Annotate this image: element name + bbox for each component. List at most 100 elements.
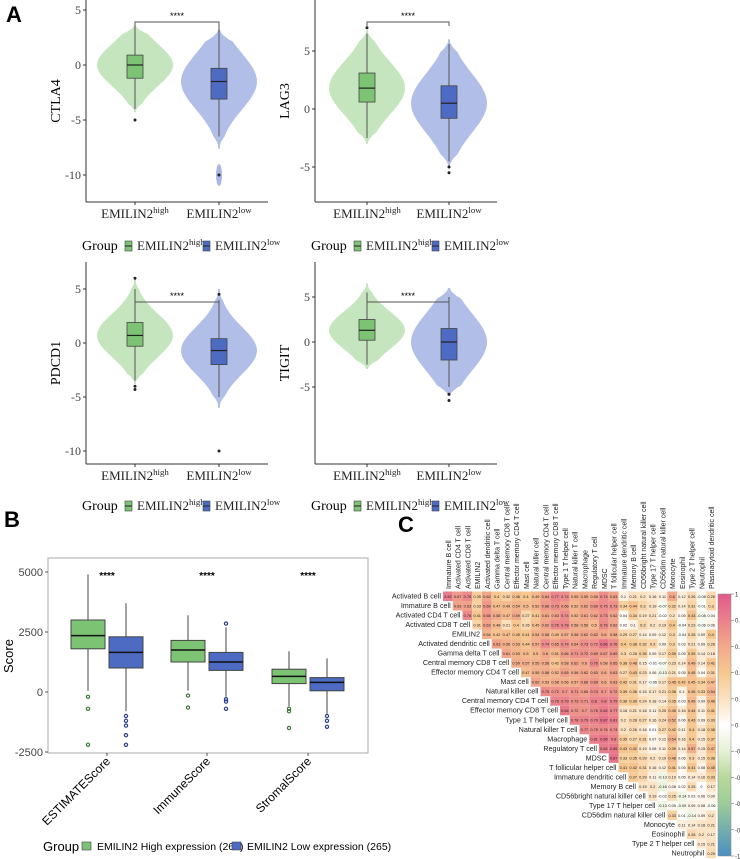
heatmap-cell xyxy=(686,686,697,697)
cell-value: -0.13 xyxy=(658,803,667,808)
cell-value: 0.74 xyxy=(590,689,598,694)
significance-label: **** xyxy=(99,571,115,582)
cell-value: 0.6 xyxy=(543,651,548,656)
heatmap-cell xyxy=(647,753,658,763)
cell-value: 0.6 xyxy=(669,594,674,599)
outlier-point xyxy=(365,26,369,30)
heatmap-cell xyxy=(608,591,619,602)
heatmap-cell xyxy=(560,601,570,611)
heatmap-cell xyxy=(521,610,531,621)
heatmap-cell xyxy=(530,639,541,649)
cell-value: 0.11 xyxy=(678,727,685,732)
heatmap-cell xyxy=(677,591,687,602)
cell-value: -0.06 xyxy=(707,803,716,808)
heatmap-cell xyxy=(569,667,580,678)
column-label: EMILIN2 xyxy=(475,562,482,589)
heatmap-cell xyxy=(667,705,677,716)
heatmap-cell xyxy=(686,734,697,744)
column-label: Activated CD8 T cell xyxy=(465,525,472,589)
outlier-point xyxy=(123,742,129,748)
cell-value: 0.07 xyxy=(649,737,657,742)
cell-value: 0.82 xyxy=(600,708,608,713)
cell-value: 0.04 xyxy=(707,613,715,618)
cell-value: 0.09 xyxy=(688,803,696,808)
heatmap-cell xyxy=(667,648,677,659)
row-label: Central memory CD4 T cell xyxy=(462,696,549,705)
cell-value: 0.53 xyxy=(542,679,550,684)
cell-value: 0.74 xyxy=(610,727,618,732)
heatmap-cell xyxy=(618,620,629,630)
heatmap-cell xyxy=(579,620,590,630)
heatmap-cell xyxy=(569,677,580,687)
box xyxy=(440,85,458,119)
column-label: Natural killer T cell xyxy=(573,531,580,589)
heatmap-cell xyxy=(638,620,648,630)
heatmap-cell xyxy=(657,734,668,744)
heatmap-cell xyxy=(530,620,541,630)
cell-value: 0.45 xyxy=(512,632,520,637)
cell-value: 0.12 xyxy=(659,737,667,742)
cell-value: 0.54 xyxy=(668,737,676,742)
heatmap-cell xyxy=(628,620,638,630)
label-superscript: low xyxy=(496,497,510,507)
heatmap-cell xyxy=(589,686,599,697)
cell-value: 0.19 xyxy=(639,613,647,618)
cell-value: 0.1 xyxy=(621,594,626,599)
row-label: Regulatory T cell xyxy=(543,744,597,753)
heatmap-cell xyxy=(696,791,707,801)
cell-value: 0.28 xyxy=(629,718,637,723)
heatmap-cell xyxy=(608,696,619,706)
heatmap-cell xyxy=(638,772,648,782)
cell-value: 0.15 xyxy=(639,660,647,665)
legend-label: EMILIN2low xyxy=(444,237,510,253)
heatmap-cell xyxy=(638,734,648,744)
cell-value: 0.87 xyxy=(610,756,618,761)
heatmap-cell xyxy=(482,601,492,611)
x-tick-label: EMILIN2high xyxy=(101,205,169,221)
heatmap-cell xyxy=(686,791,697,801)
colorbar-tick-label: 1 xyxy=(735,593,739,599)
cell-value: 0.84 xyxy=(561,708,569,713)
heatmap-cell xyxy=(657,791,668,801)
colorbar-tick-label: 0 xyxy=(735,724,739,730)
heatmap-cell xyxy=(491,620,502,630)
heatmap-cell xyxy=(472,601,482,611)
cell-value: 0.09 xyxy=(698,641,706,646)
cell-value: 0.17 xyxy=(707,832,715,837)
y-tick-label: -5 xyxy=(71,390,81,404)
cell-value: 0.21 xyxy=(629,594,637,599)
heatmap-cell xyxy=(608,705,619,716)
heatmap-cell xyxy=(677,734,687,744)
cell-value: 0.53 xyxy=(512,641,520,646)
cell-value: 0.39 xyxy=(668,651,676,656)
cell-value: 0.09 xyxy=(698,699,706,704)
cell-value: 0.15 xyxy=(698,841,706,846)
heatmap-cell xyxy=(521,639,531,649)
heatmap-cell xyxy=(667,610,677,621)
heatmap-cell xyxy=(628,667,638,678)
cell-value: 0.42 xyxy=(629,746,637,751)
heatmap-cell xyxy=(667,591,677,602)
heatmap-cell xyxy=(579,686,590,697)
x-tick-label: EMILIN2high xyxy=(101,467,169,483)
cell-value: 0.09 xyxy=(649,632,657,637)
heatmap-cell xyxy=(638,753,648,763)
cell-value: 0.41 xyxy=(668,765,676,770)
heatmap-cell xyxy=(696,762,707,773)
cell-value: 0.66 xyxy=(561,651,569,656)
label-superscript: low xyxy=(496,237,510,247)
cell-value: 0.25 xyxy=(668,794,676,799)
heatmap-cell xyxy=(628,601,638,611)
label-superscript: low xyxy=(468,205,482,215)
cell-value: 0.74 xyxy=(561,641,569,646)
heatmap-cell xyxy=(589,648,599,659)
cell-value: 0.05 xyxy=(678,765,686,770)
cell-value: -0.06 xyxy=(697,622,706,627)
heatmap-cell xyxy=(579,705,590,716)
heatmap-cell xyxy=(530,667,541,678)
heatmap-cell xyxy=(657,591,668,602)
cell-value: 0.16 xyxy=(678,737,686,742)
cell-value: 0.38 xyxy=(629,641,637,646)
x-tick-label: EMILIN2high xyxy=(333,205,401,221)
cell-value: 0.64 xyxy=(571,641,579,646)
